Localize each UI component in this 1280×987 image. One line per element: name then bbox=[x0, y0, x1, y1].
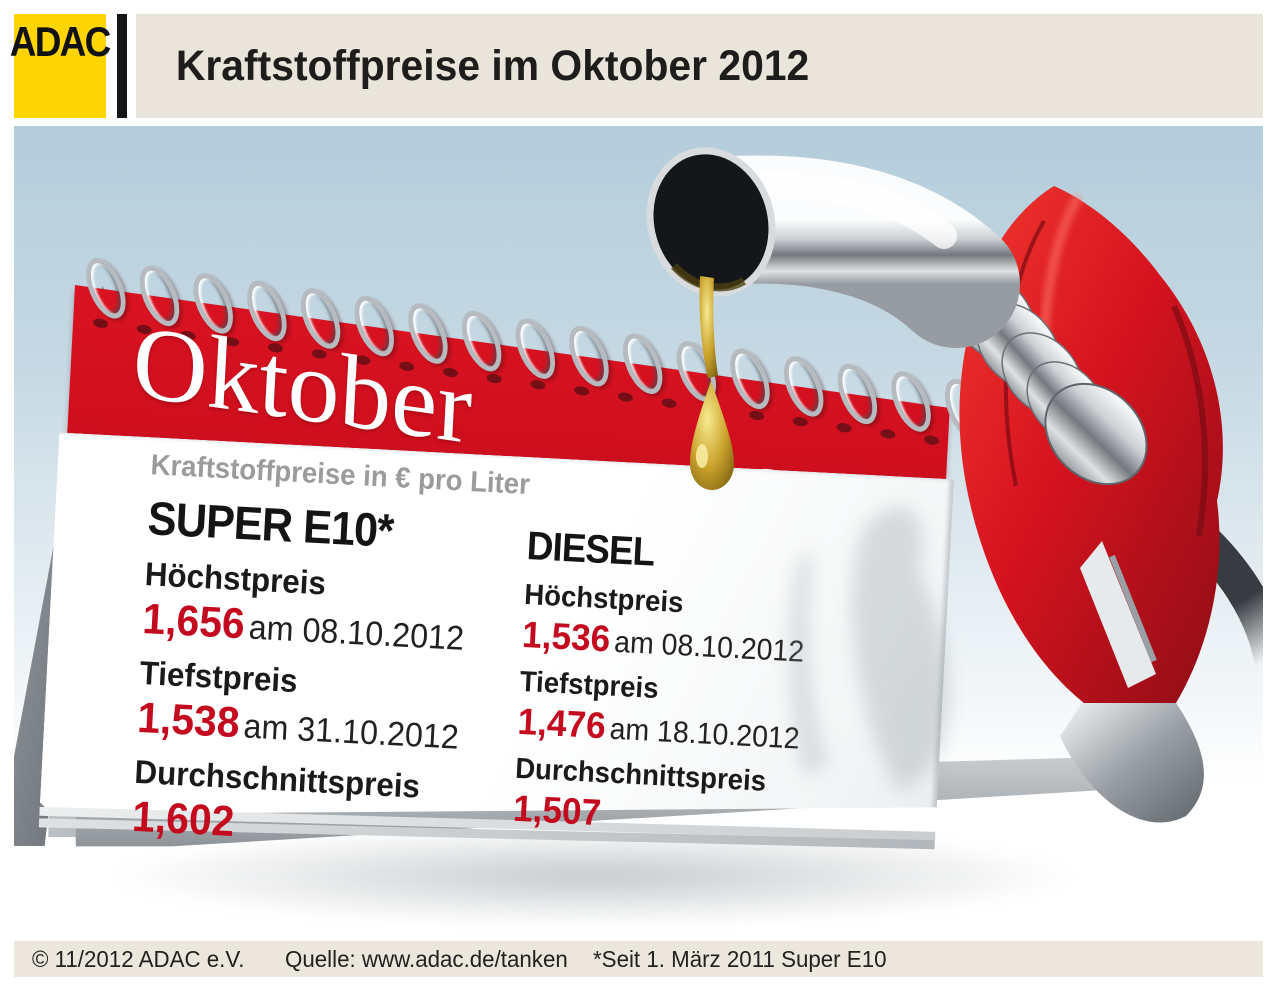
ring-icon bbox=[507, 313, 563, 384]
price-value: 1,476 bbox=[516, 700, 607, 747]
ring-icon bbox=[829, 358, 885, 429]
price-value: 1,538 bbox=[136, 693, 241, 748]
nozzle-spout bbox=[646, 147, 1020, 348]
ring-icon bbox=[453, 306, 510, 377]
ring-icon bbox=[400, 298, 456, 369]
source-text: Quelle: www.adac.de/tanken bbox=[284, 945, 568, 972]
ring-icon bbox=[937, 374, 993, 445]
page-title: Kraftstoffpreise im Oktober 2012 bbox=[175, 41, 810, 90]
ring-icon bbox=[239, 275, 295, 346]
price-date: am 18.10.2012 bbox=[608, 712, 801, 756]
ring-icon bbox=[883, 366, 939, 437]
ring-icon bbox=[131, 260, 188, 331]
price-value: 1,507 bbox=[512, 787, 603, 834]
ring-icon bbox=[1044, 389, 1100, 460]
price-date: am 08.10.2012 bbox=[613, 625, 805, 669]
ring-icon bbox=[722, 343, 778, 414]
price-date: am 08.10.2012 bbox=[247, 608, 465, 658]
ring-icon bbox=[615, 328, 671, 399]
ring-icon bbox=[78, 253, 134, 324]
desk-calendar: Oktober 2012 Kraftstoffpreise in € pro L… bbox=[38, 253, 1154, 855]
ring-icon bbox=[668, 336, 724, 407]
fuel-column-super-e10: SUPER E10* Höchstpreis 1,656 am 08.10.20… bbox=[131, 490, 499, 860]
ring-icon bbox=[292, 283, 349, 354]
ring-icon bbox=[776, 351, 832, 422]
adac-logo-text: ADAC bbox=[10, 18, 111, 65]
fuel-name: SUPER E10* bbox=[146, 491, 395, 557]
illustration-area: Oktober 2012 Kraftstoffpreise in € pro L… bbox=[14, 126, 1263, 933]
calendar-content: Kraftstoffpreise in € pro Liter SUPER E1… bbox=[131, 449, 921, 882]
logo-divider bbox=[117, 14, 127, 118]
fuel-name: DIESEL bbox=[525, 524, 656, 575]
title-strip: Kraftstoffpreise im Oktober 2012 bbox=[136, 14, 1263, 118]
ring-icon bbox=[990, 381, 1047, 452]
adac-logo: ADAC bbox=[10, 14, 112, 118]
price-value: 1,602 bbox=[130, 792, 236, 847]
fuel-hose bbox=[1121, 473, 1263, 721]
ring-icon bbox=[1098, 396, 1154, 467]
fuel-column-diesel: DIESEL Höchstpreis 1,536 am 08.10.2012 T… bbox=[510, 524, 867, 879]
copyright-text: © 11/2012 ADAC e.V. bbox=[32, 945, 245, 972]
price-value: 1,536 bbox=[521, 613, 612, 660]
footnote-text: *Seit 1. März 2011 Super E10 bbox=[592, 945, 887, 972]
footer-bar: © 11/2012 ADAC e.V. Quelle: www.adac.de/… bbox=[14, 941, 1263, 977]
price-date: am 31.10.2012 bbox=[242, 707, 460, 757]
price-value: 1,656 bbox=[141, 595, 246, 649]
nozzle-chrome-slot bbox=[1080, 541, 1157, 688]
ring-icon bbox=[346, 291, 402, 362]
ring-icon bbox=[185, 268, 241, 339]
ring-icon bbox=[561, 321, 617, 392]
